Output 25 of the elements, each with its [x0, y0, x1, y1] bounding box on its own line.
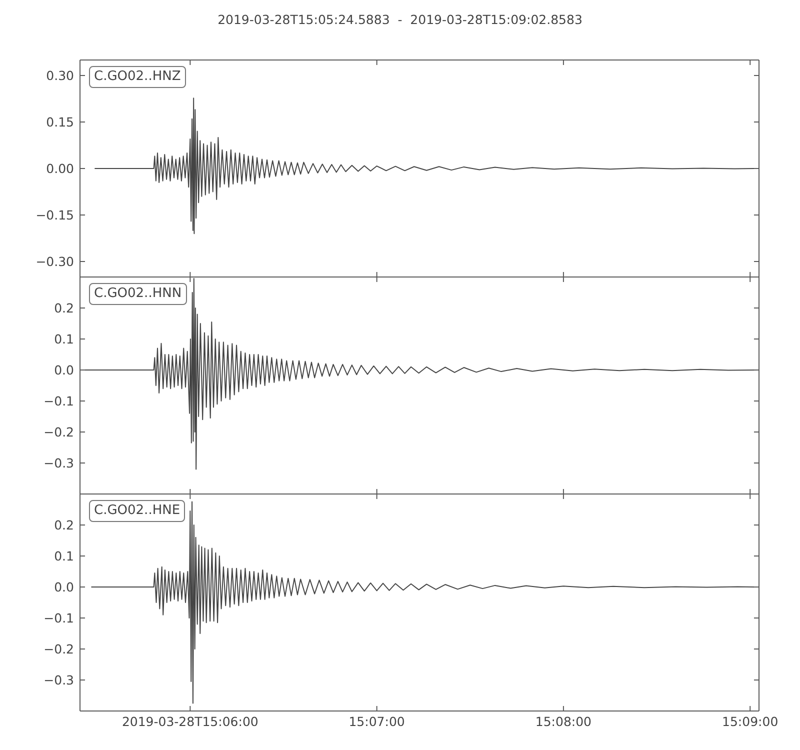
- y-tick-label: 0.1: [54, 331, 74, 346]
- series-label: C.GO02..HNN: [89, 283, 187, 305]
- series-label: C.GO02..HNZ: [89, 66, 186, 88]
- y-tick-label: −0.3: [44, 455, 74, 470]
- y-tick-label: −0.3: [44, 672, 74, 688]
- x-tick-label: 15:09:00: [722, 714, 778, 729]
- y-tick-label: 0.30: [46, 68, 74, 83]
- y-tick-label: −0.30: [36, 254, 74, 269]
- y-tick-label: 0.0: [54, 362, 74, 378]
- y-tick-label: −0.2: [44, 641, 74, 656]
- series-label: C.GO02..HNE: [89, 500, 186, 522]
- x-tick-label: 2019-03-28T15:06:00: [122, 714, 258, 729]
- y-tick-label: −0.1: [44, 610, 74, 626]
- y-tick-label: 0.00: [46, 160, 74, 176]
- y-tick-label: 0.2: [54, 517, 74, 532]
- y-tick-label: 0.2: [54, 300, 74, 316]
- y-tick-label: 0.15: [46, 114, 74, 130]
- x-tick-label: 15:07:00: [348, 714, 405, 729]
- y-tick-label: 0.1: [54, 548, 74, 564]
- y-tick-label: −0.1: [44, 393, 74, 408]
- y-tick-label: −0.15: [36, 207, 74, 222]
- y-tick-label: 0.0: [54, 579, 74, 594]
- chart-title: 2019-03-28T15:05:24.5883 - 2019-03-28T15:09:02.8583: [216, 11, 584, 29]
- x-tick-label: 15:08:00: [535, 714, 592, 729]
- y-tick-label: −0.2: [44, 424, 74, 440]
